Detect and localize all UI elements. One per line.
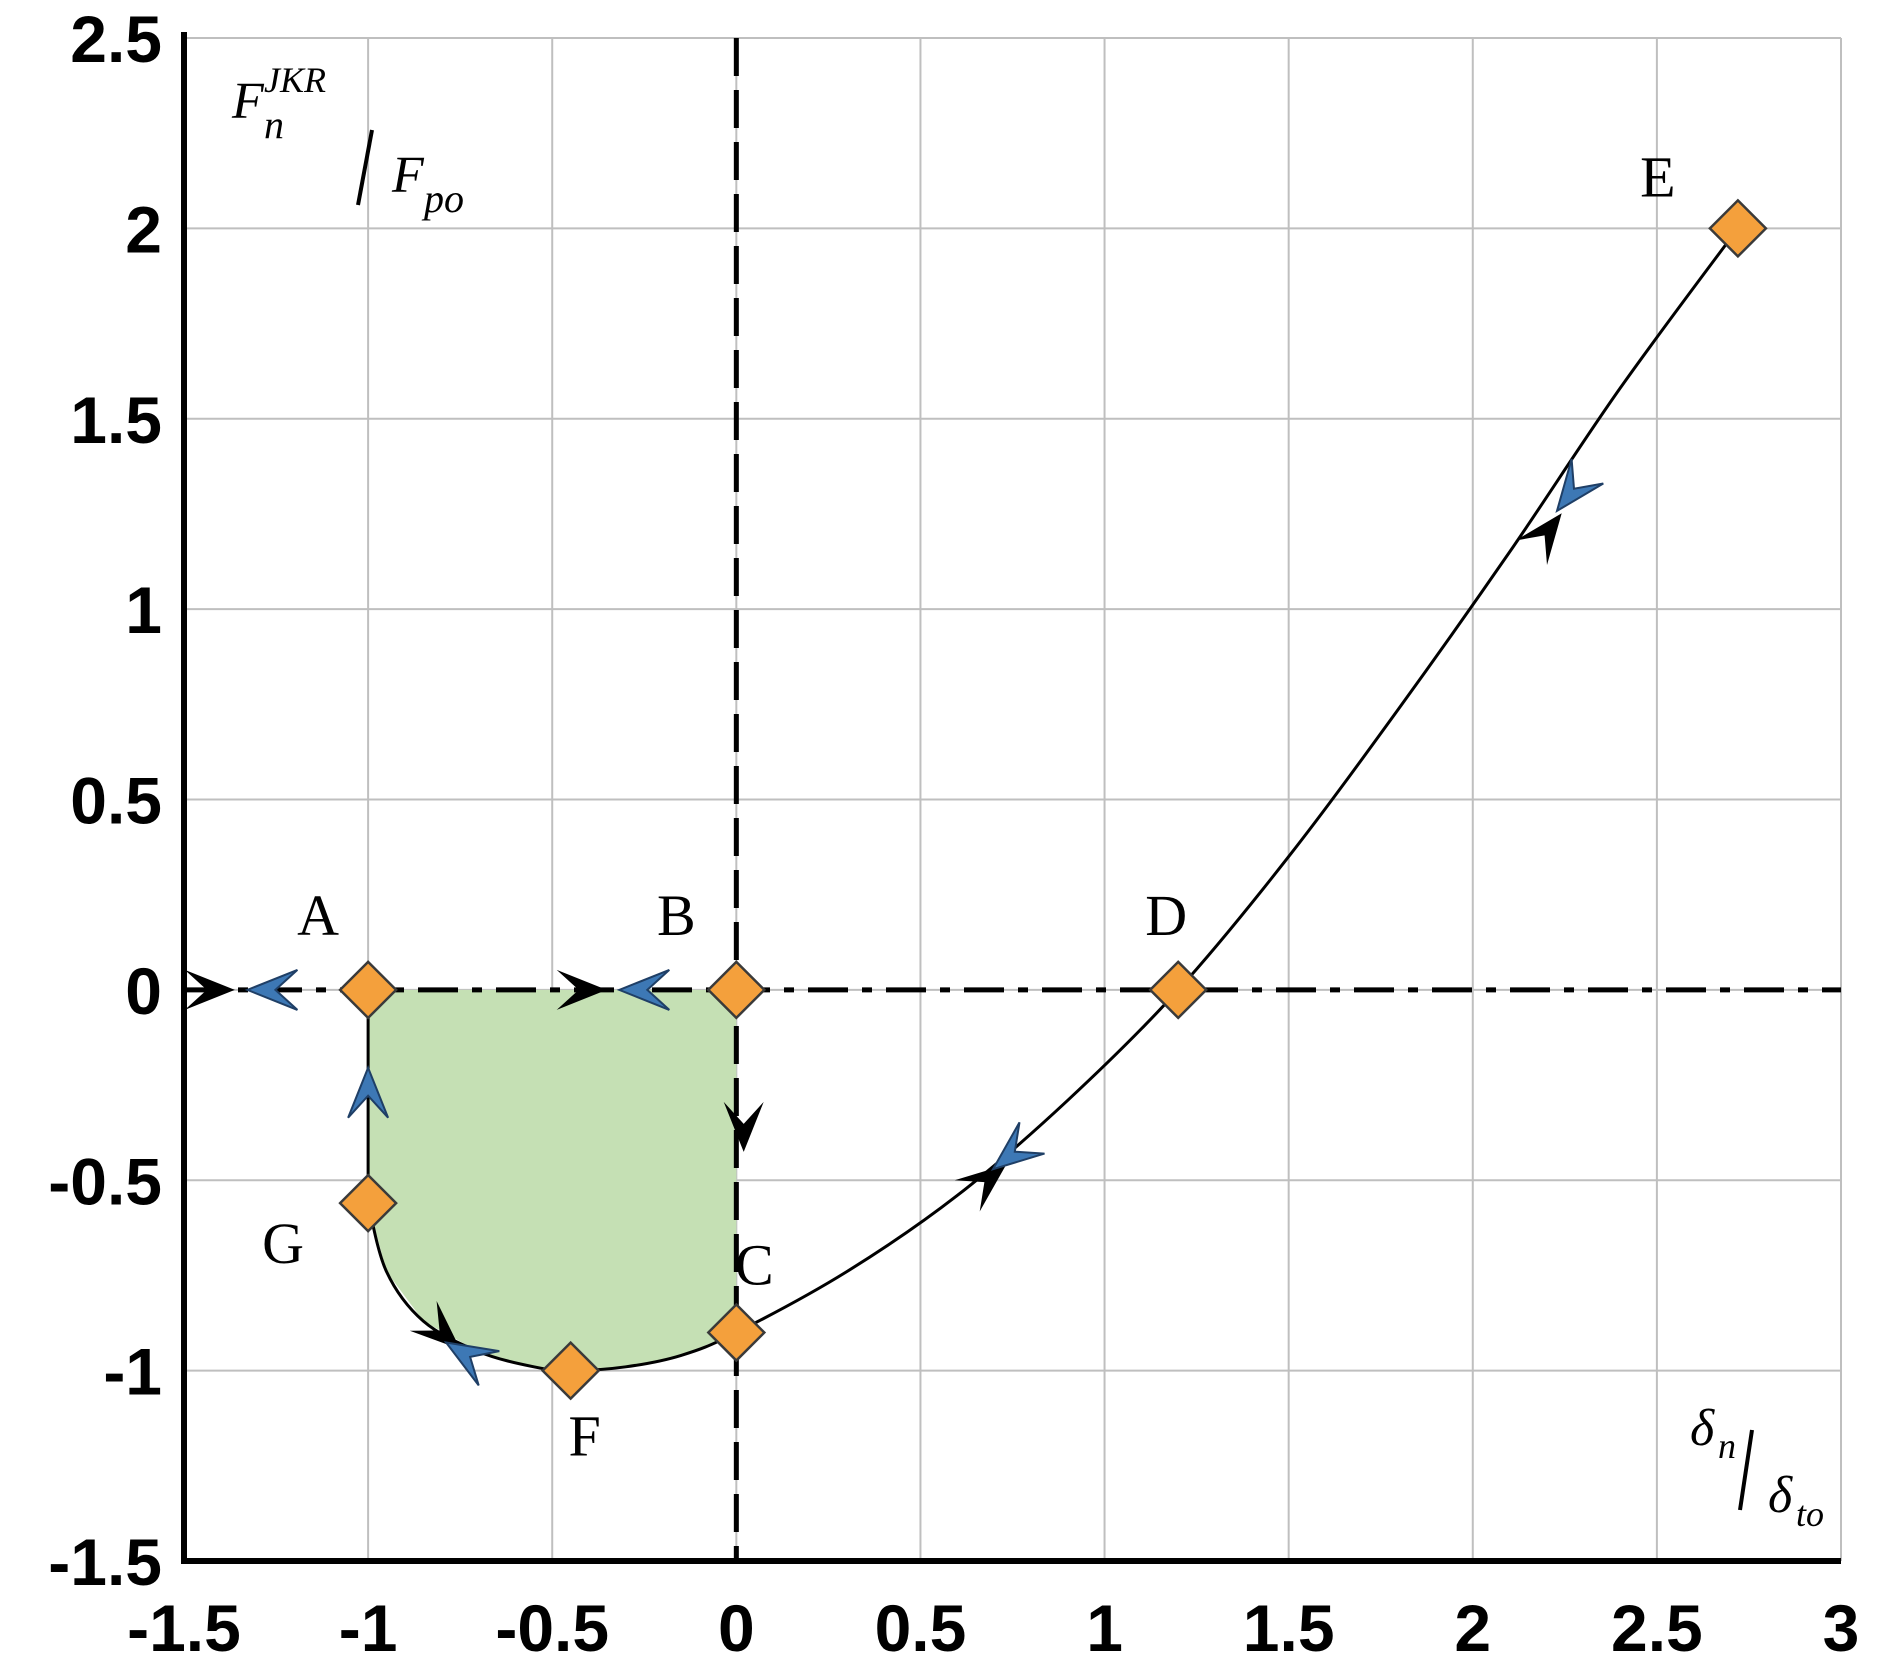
direction-arrow-blue — [347, 1065, 390, 1119]
x-tick-label: 1 — [1086, 1591, 1123, 1665]
y-tick-label: 1.5 — [70, 383, 162, 457]
grid-lines — [184, 37, 1842, 1561]
point-label-e: E — [1640, 144, 1675, 209]
x-tick-label: 3 — [1823, 1591, 1860, 1665]
shaded-region — [368, 989, 737, 1371]
text-layer: A B C D E F G -1.5 -1 -0.5 0 0.5 1 1.5 2 2.5 3 2.5 2 1.5 1 0.… — [48, 2, 1859, 1665]
y-title-sup: JKR — [264, 60, 326, 100]
y-tick-label: -0.5 — [48, 1144, 162, 1218]
shaded-region-layer — [368, 989, 737, 1371]
point-marker-g — [338, 1173, 398, 1233]
direction-arrow-black — [556, 969, 607, 1010]
y-tick-label: 0.5 — [70, 764, 162, 838]
point-marker-d — [1148, 960, 1208, 1020]
marker-layer — [338, 198, 1768, 1401]
jkr-curve — [366, 227, 1740, 1373]
point-label-c: C — [735, 1233, 774, 1298]
point-label-b: B — [657, 883, 696, 948]
y-title-sub: n — [264, 102, 284, 147]
x-tick-label: 1.5 — [1243, 1591, 1335, 1665]
x-tick-label: 0 — [718, 1591, 755, 1665]
y-title-denom-main: F — [391, 147, 425, 204]
direction-arrow-black — [723, 1101, 764, 1152]
point-label-d: D — [1145, 883, 1187, 948]
y-tick-label: -1 — [103, 1335, 162, 1409]
direction-arrow-blue — [443, 1341, 500, 1387]
direction-arrow-blue — [990, 1121, 1045, 1171]
direction-arrow-black — [1515, 513, 1562, 565]
x-tick-label: -0.5 — [495, 1591, 609, 1665]
x-tick-label: 0.5 — [875, 1591, 967, 1665]
point-marker-c — [706, 1302, 767, 1363]
y-tick-label: 2.5 — [70, 2, 162, 76]
direction-arrow-black — [184, 969, 235, 1010]
direction-arrow-black — [409, 1301, 461, 1350]
point-marker-f — [540, 1340, 601, 1401]
point-marker-e — [1708, 198, 1768, 259]
x-title-main: δ — [1690, 1400, 1715, 1457]
point-label-g: G — [262, 1211, 304, 1276]
direction-arrow-blue — [244, 968, 299, 1011]
direction-arrow-blue — [616, 968, 670, 1011]
x-title-denom-main: δ — [1768, 1467, 1793, 1524]
point-marker-b — [706, 960, 767, 1020]
x-title-denom-sub: to — [1796, 1494, 1824, 1534]
axes — [181, 32, 1841, 1564]
x-tick-label: 2 — [1454, 1591, 1491, 1665]
y-tick-label: 1 — [125, 573, 162, 647]
y-title-slash — [356, 129, 374, 206]
x-title-slash — [1738, 1429, 1754, 1511]
y-tick-label: 2 — [125, 192, 162, 266]
y-title-denom-sub: po — [421, 176, 464, 221]
x-tick-label: -1 — [339, 1591, 398, 1665]
x-tick-label: 2.5 — [1611, 1591, 1703, 1665]
point-label-f: F — [569, 1404, 601, 1469]
y-title-main: F — [231, 73, 265, 130]
direction-arrow-black — [954, 1164, 1007, 1212]
x-tick-label: -1.5 — [127, 1591, 241, 1665]
arrow-layer — [184, 458, 1604, 1387]
x-title-sub: n — [1718, 1426, 1736, 1466]
y-tick-label: 0 — [125, 954, 162, 1028]
direction-arrow-blue — [1555, 458, 1604, 514]
x-axis-title: δ nδ to — [1690, 1400, 1824, 1534]
y-tick-label: -1.5 — [48, 1525, 162, 1599]
point-label-a: A — [297, 883, 339, 948]
point-marker-a — [338, 960, 398, 1020]
